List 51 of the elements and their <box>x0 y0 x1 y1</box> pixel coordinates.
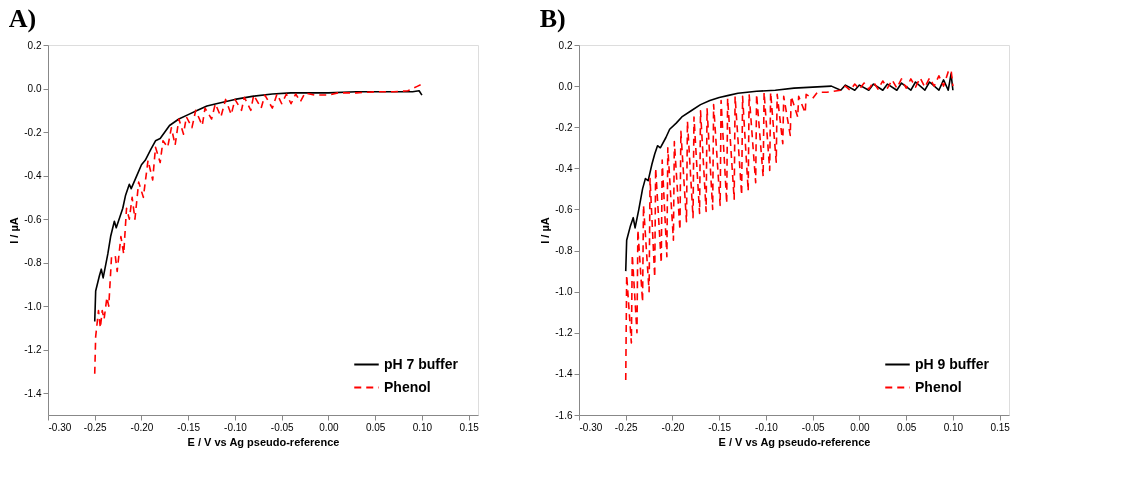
legend-label: pH 7 buffer <box>384 355 459 372</box>
x-axis-title: E / V vs Ag pseudo-reference <box>187 435 340 448</box>
y-tick-label: -1.4 <box>24 387 42 399</box>
y-tick-label: -1.0 <box>555 286 573 298</box>
line-series <box>624 72 954 272</box>
y-tick-label: 0.2 <box>558 39 573 51</box>
legend-label: pH 9 buffer <box>915 355 990 372</box>
y-tick-label: 0.0 <box>558 80 573 92</box>
x-tick-label: -0.15 <box>177 421 201 433</box>
x-tick-label: 0.15 <box>459 421 480 433</box>
y-tick-label: -1.0 <box>24 300 42 312</box>
chart-title: A) <box>8 4 37 33</box>
x-tick-label: 0.05 <box>365 421 386 433</box>
y-tick-label: 0.0 <box>27 83 42 95</box>
y-axis-title: I / µA <box>539 217 552 244</box>
x-tick-label: -0.20 <box>661 421 685 433</box>
y-tick-label: -0.2 <box>24 126 42 138</box>
x-tick-label: -0.05 <box>801 421 826 433</box>
y-tick-label: -0.6 <box>24 213 42 225</box>
x-tick-label: -0.20 <box>130 421 154 433</box>
x-tick-label: -0.10 <box>755 421 779 433</box>
y-tick-label: -0.8 <box>24 257 42 269</box>
x-tick-label: 0.05 <box>896 421 917 433</box>
x-tick-label: 0.00 <box>319 421 340 433</box>
chart-title: B) <box>539 4 566 33</box>
x-tick-label: -0.30 <box>48 421 72 433</box>
y-tick-label: -1.2 <box>555 327 573 339</box>
x-tick-label: 0.10 <box>943 421 964 433</box>
y-tick-label: 0.2 <box>27 39 42 51</box>
x-tick-label: 0.10 <box>412 421 433 433</box>
x-axis-title: E / V vs Ag pseudo-reference <box>718 435 871 448</box>
legend-label: Phenol <box>384 378 431 395</box>
y-tick-label: -1.2 <box>24 344 42 356</box>
x-tick-label: -0.05 <box>270 421 295 433</box>
x-tick-label: -0.30 <box>579 421 603 433</box>
y-tick-label: -0.4 <box>555 162 573 174</box>
x-tick-label: 0.15 <box>990 421 1011 433</box>
line-series <box>93 89 423 323</box>
y-tick-label: -1.4 <box>555 368 573 380</box>
x-tick-label: -0.25 <box>614 421 639 433</box>
y-tick-label: -0.4 <box>24 170 42 182</box>
y-axis-title: I / µA <box>8 217 21 244</box>
x-tick-label: 0.00 <box>850 421 871 433</box>
legend-label: Phenol <box>915 378 962 395</box>
x-tick-label: -0.15 <box>708 421 732 433</box>
x-tick-label: -0.25 <box>83 421 108 433</box>
y-tick-label: -0.8 <box>555 245 573 257</box>
x-tick-label: -0.10 <box>224 421 248 433</box>
y-tick-label: -0.2 <box>555 121 573 133</box>
y-tick-label: -1.6 <box>555 409 573 421</box>
y-tick-label: -0.6 <box>555 203 573 215</box>
